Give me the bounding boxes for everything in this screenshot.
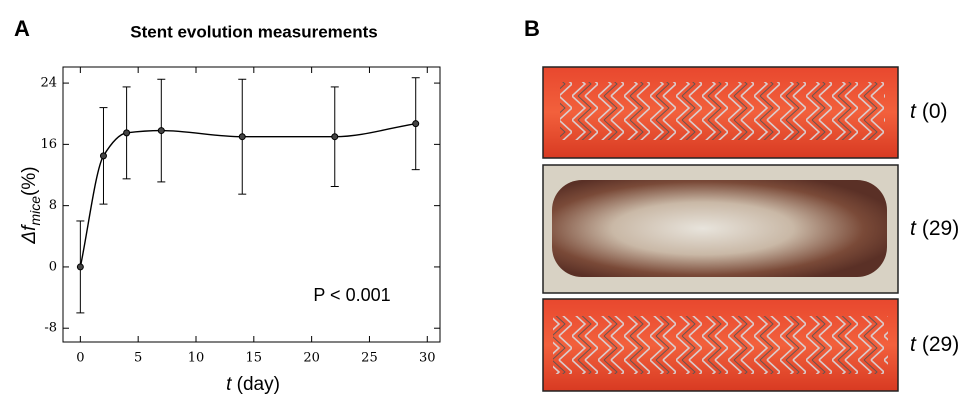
y-tick-label: 24	[40, 76, 57, 91]
x-tick-label: 20	[303, 351, 320, 366]
x-tick-label: 10	[188, 351, 205, 366]
photo-label: t (0)	[910, 100, 948, 123]
x-axis-var: t	[226, 374, 232, 395]
photo-label-time: (29)	[922, 217, 959, 240]
y-axis-var: Δf	[19, 224, 40, 245]
annotation: P < 0.001	[313, 285, 390, 305]
plot-frame	[62, 66, 441, 343]
panel-label: B	[524, 16, 540, 41]
y-axis-label: Δfmice(%)	[19, 166, 43, 244]
x-axis-unit: (day)	[237, 374, 280, 395]
photo	[542, 298, 899, 392]
photo	[542, 66, 899, 159]
line	[79, 122, 416, 268]
point	[99, 152, 107, 160]
photo-label-var: t	[910, 100, 917, 123]
x-tick-label: 5	[134, 351, 142, 366]
photo-label-time: (29)	[922, 333, 959, 356]
point	[331, 133, 339, 141]
chart-title: Stent evolution measurements	[130, 22, 378, 41]
photo-label: t (29)	[910, 217, 959, 240]
photo-label: t (29)	[910, 333, 959, 356]
y-axis-sub: mice	[27, 196, 43, 226]
x-tick-label: 30	[419, 351, 436, 366]
photo	[542, 164, 899, 294]
y-tick-label: 0	[49, 259, 57, 274]
y-axis-unit: (%)	[19, 166, 40, 196]
panel-label: A	[14, 16, 30, 41]
point	[412, 120, 420, 128]
x-tick-label: 0	[76, 351, 84, 366]
x-tick-label: 15	[246, 351, 263, 366]
point	[157, 127, 165, 135]
y-tick-label: 16	[40, 137, 57, 152]
y-tick-label: -8	[44, 321, 57, 336]
point	[238, 133, 246, 141]
x-axis-label: t (day)	[226, 374, 280, 395]
y-tick-label: 8	[49, 198, 57, 213]
photo-label-var: t	[910, 333, 917, 356]
point	[76, 263, 84, 271]
x-tick-label: 25	[361, 351, 378, 366]
photo-label-var: t	[910, 217, 917, 240]
photo-label-time: (0)	[922, 100, 948, 123]
point	[123, 129, 131, 137]
